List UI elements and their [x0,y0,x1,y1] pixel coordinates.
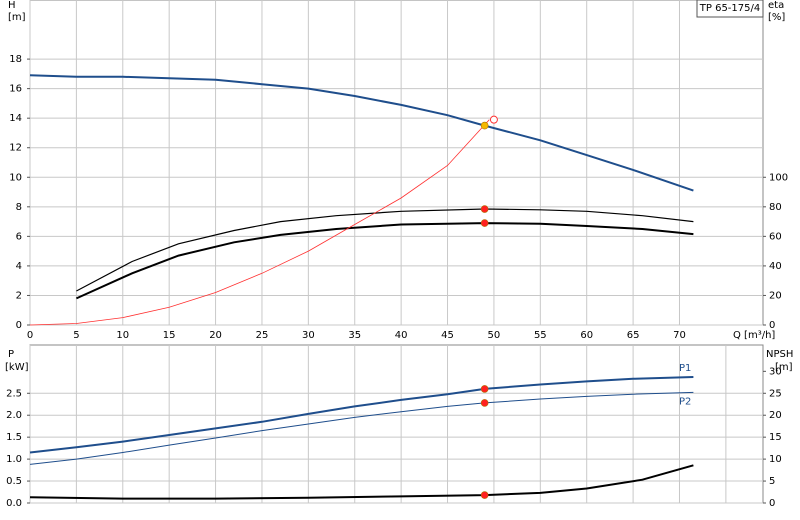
series-line [75,222,694,300]
series-line [29,376,694,454]
x-tick-label: 45 [441,330,454,341]
y-tick-label: 18 [9,54,22,65]
x-tick-label: 10 [116,330,129,341]
y-unit: [m] [8,12,26,23]
x-tick-label: 5 [73,330,79,341]
marker [480,399,489,407]
y2-label: eta [768,0,784,11]
y-tick-label: 5 [769,476,775,487]
y-tick-label: 20 [769,410,782,421]
y-tick-label: 1.0 [6,454,22,465]
y-tick-label: 20 [769,290,782,301]
y-tick-label: 15 [769,432,782,443]
legend-label: P1 [679,363,691,374]
y-tick-label: 10 [769,454,782,465]
y2-unit: [m] [775,362,793,373]
x-tick-label: 20 [209,330,222,341]
y-tick-label: 8 [16,202,22,213]
x-tick-label: 0 [27,330,33,341]
series-line [29,464,694,500]
y-tick-label: 40 [769,261,782,272]
plot-area [29,0,764,326]
y-tick-label: 0.0 [6,498,22,509]
x-tick-label: 65 [627,330,640,341]
marker [480,121,489,130]
y-tick-label: 12 [9,143,22,154]
y-tick-label: 6 [16,231,22,242]
y-tick-label: 0 [769,320,775,331]
y-tick-label: 0 [16,320,22,331]
y-tick-label: 60 [769,231,782,242]
y-label: H [8,0,16,11]
x-tick-label: 50 [488,330,501,341]
legend-label: P2 [679,396,691,407]
y-tick-label: 2 [16,290,22,301]
y-tick-label: 4 [16,261,22,272]
x-tick-label: 15 [163,330,176,341]
series-line [29,391,694,465]
y-tick-label: 2.5 [6,388,22,399]
marker [480,491,489,499]
series-line [76,208,694,292]
x-tick-label: 55 [534,330,547,341]
x-label: Q [m³/h] [733,330,775,341]
x-tick-label: 70 [673,330,686,341]
x-tick-label: 60 [580,330,593,341]
marker [480,219,489,227]
y-unit: [kW] [5,362,29,373]
y-tick-label: 14 [9,113,22,124]
y2-label: NPSH [766,349,793,360]
marker [480,385,489,393]
marker [489,115,498,124]
y2-unit: [%] [768,12,785,23]
y-tick-label: 30 [769,366,782,377]
y-tick-label: 1.5 [6,432,22,443]
plot-area [29,344,764,504]
x-tick-label: 30 [302,330,315,341]
x-tick-label: 35 [348,330,361,341]
y-tick-label: 16 [9,84,22,95]
y-tick-label: 0.5 [6,476,22,487]
y-tick-label: 25 [769,388,782,399]
plots: 0 5 10 15 20 25 30 35 40 45 50 55 60 65 70024681012141… [6,0,788,509]
y-tick-label: 100 [769,172,788,183]
series-line [29,119,490,326]
series-line [29,74,694,192]
chart-title: TP 65-175/4 [699,3,760,14]
x-tick-label: 40 [395,330,408,341]
y-label: P [8,349,14,360]
y-tick-label: 0 [769,498,775,509]
y-tick-label: 2.0 [6,410,22,421]
x-tick-label: 25 [256,330,269,341]
y-tick-label: 10 [9,172,22,183]
title-box [696,0,764,18]
marker [480,205,489,213]
y-tick-label: 80 [769,202,782,213]
